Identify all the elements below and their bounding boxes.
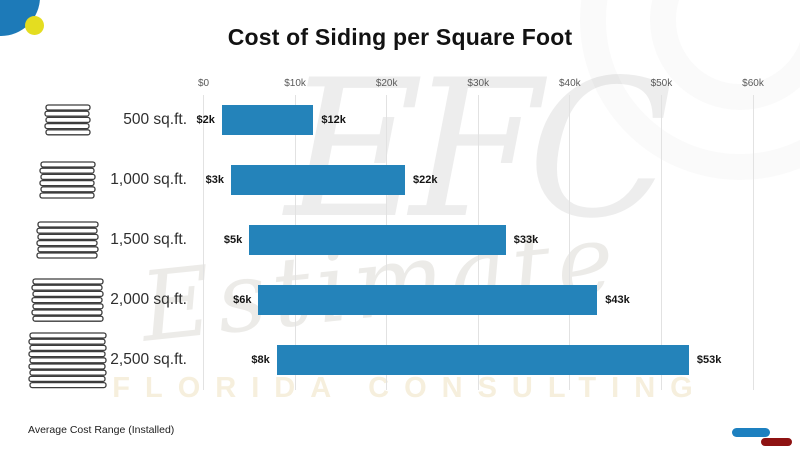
- page-title: Cost of Siding per Square Foot: [227, 24, 573, 50]
- grid-line: [660, 95, 662, 390]
- siding-stack-icon: [36, 221, 99, 259]
- siding-stack-icon: [44, 104, 91, 136]
- x-axis-tick-label: $10k: [284, 78, 306, 89]
- siding-stack-icon: [31, 278, 104, 322]
- x-axis-tick-label: $60k: [742, 78, 764, 89]
- grid-line: [752, 95, 754, 390]
- category-label: 2,500 sq.ft.: [110, 351, 187, 368]
- range-bar: [276, 345, 689, 375]
- category-label: 500 sq.ft.: [123, 111, 187, 128]
- range-bar: [249, 225, 506, 255]
- max-value-label: $12k: [321, 114, 346, 126]
- x-axis-tick-label: $40k: [558, 78, 581, 89]
- max-value-label: $43k: [605, 294, 630, 306]
- decor-yellow-circle: [25, 16, 44, 35]
- category-label: 2,000 sq.ft.: [110, 291, 187, 308]
- grid-line: [569, 95, 571, 390]
- x-axis-tick-label: $0: [197, 78, 210, 89]
- range-bar: [230, 165, 405, 195]
- legend-red-pill: [761, 438, 792, 446]
- legend-label: Average Cost Range (Installed): [28, 424, 175, 436]
- min-value-label: $8k: [251, 354, 270, 366]
- x-axis-tick-label: $30k: [467, 78, 490, 89]
- range-bar: [258, 285, 598, 315]
- range-bar: [221, 105, 314, 135]
- legend-blue-pill: [732, 428, 770, 437]
- siding-stack-icon: [39, 161, 96, 199]
- max-value-label: $22k: [412, 174, 438, 186]
- max-value-label: $53k: [696, 354, 722, 366]
- grid-line: [203, 95, 204, 390]
- siding-stack-icon: [28, 332, 107, 388]
- min-value-label: $6k: [233, 294, 252, 306]
- x-axis-tick-label: $50k: [650, 78, 673, 89]
- min-value-label: $3k: [205, 174, 224, 186]
- x-axis-tick-label: $20k: [375, 78, 398, 89]
- max-value-label: $33k: [513, 234, 539, 246]
- category-label: 1,000 sq.ft.: [110, 171, 187, 188]
- min-value-label: $5k: [223, 234, 243, 246]
- category-label: 1,500 sq.ft.: [110, 231, 187, 248]
- min-value-label: $2k: [196, 114, 215, 126]
